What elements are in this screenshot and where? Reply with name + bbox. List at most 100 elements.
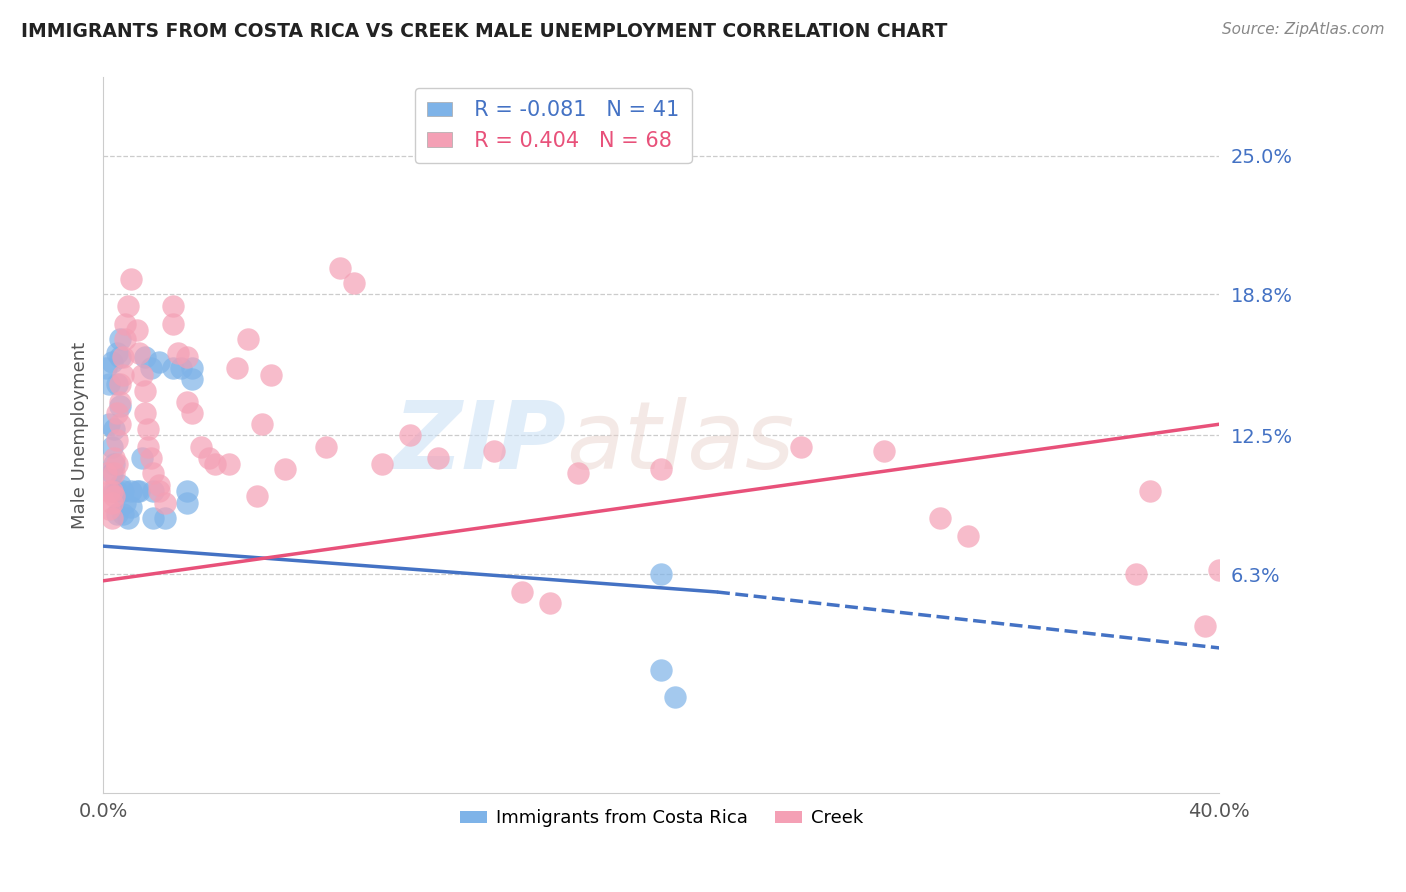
Point — [120, 500, 142, 514]
Point — [105, 458, 128, 472]
Point — [246, 489, 269, 503]
Point — [162, 317, 184, 331]
Point — [134, 350, 156, 364]
Point — [170, 361, 193, 376]
Point — [259, 368, 281, 382]
Point — [97, 502, 120, 516]
Point — [134, 384, 156, 398]
Point — [139, 450, 162, 465]
Point — [100, 484, 122, 499]
Point — [226, 361, 249, 376]
Point — [167, 345, 190, 359]
Point — [131, 450, 153, 465]
Point — [250, 417, 273, 432]
Point — [105, 507, 128, 521]
Legend: Immigrants from Costa Rica, Creek: Immigrants from Costa Rica, Creek — [453, 802, 870, 834]
Text: Source: ZipAtlas.com: Source: ZipAtlas.com — [1222, 22, 1385, 37]
Point — [218, 458, 240, 472]
Point — [139, 361, 162, 376]
Point — [100, 495, 122, 509]
Point — [94, 467, 117, 481]
Point — [190, 440, 212, 454]
Point — [108, 394, 131, 409]
Point — [650, 567, 672, 582]
Point — [790, 440, 813, 454]
Point — [873, 444, 896, 458]
Point — [105, 376, 128, 391]
Point — [329, 260, 352, 275]
Point — [103, 467, 125, 481]
Point — [142, 511, 165, 525]
Point — [108, 400, 131, 414]
Point — [176, 484, 198, 499]
Point — [111, 484, 134, 499]
Point — [181, 361, 204, 376]
Point — [103, 450, 125, 465]
Text: IMMIGRANTS FROM COSTA RICA VS CREEK MALE UNEMPLOYMENT CORRELATION CHART: IMMIGRANTS FROM COSTA RICA VS CREEK MALE… — [21, 22, 948, 41]
Point — [153, 495, 176, 509]
Point — [108, 376, 131, 391]
Point — [103, 489, 125, 503]
Point — [176, 394, 198, 409]
Point — [929, 511, 952, 525]
Point — [1194, 618, 1216, 632]
Point — [142, 467, 165, 481]
Point — [105, 406, 128, 420]
Point — [1208, 563, 1230, 577]
Point — [105, 345, 128, 359]
Point — [125, 323, 148, 337]
Point — [97, 376, 120, 391]
Point — [198, 450, 221, 465]
Point — [650, 663, 672, 677]
Point — [97, 484, 120, 499]
Point — [108, 332, 131, 346]
Point — [148, 354, 170, 368]
Point — [273, 462, 295, 476]
Point — [176, 495, 198, 509]
Point — [664, 690, 686, 705]
Point — [238, 332, 260, 346]
Point — [128, 484, 150, 499]
Point — [111, 507, 134, 521]
Point — [100, 467, 122, 481]
Point — [136, 422, 159, 436]
Point — [538, 596, 561, 610]
Point — [100, 354, 122, 368]
Point — [114, 332, 136, 346]
Point — [162, 361, 184, 376]
Point — [1125, 567, 1147, 582]
Point — [343, 277, 366, 291]
Point — [142, 484, 165, 499]
Point — [114, 495, 136, 509]
Point — [148, 484, 170, 499]
Point — [125, 484, 148, 499]
Point — [181, 406, 204, 420]
Text: atlas: atlas — [567, 397, 794, 488]
Point — [162, 299, 184, 313]
Point — [128, 345, 150, 359]
Point — [114, 317, 136, 331]
Point — [181, 372, 204, 386]
Point — [97, 417, 120, 432]
Point — [100, 511, 122, 525]
Point — [108, 477, 131, 491]
Point — [371, 458, 394, 472]
Point — [108, 417, 131, 432]
Point — [111, 350, 134, 364]
Point — [100, 440, 122, 454]
Point — [120, 272, 142, 286]
Point — [399, 428, 422, 442]
Point — [427, 450, 450, 465]
Point — [153, 511, 176, 525]
Point — [117, 299, 139, 313]
Point — [510, 585, 533, 599]
Point — [204, 458, 226, 472]
Point — [315, 440, 337, 454]
Point — [120, 484, 142, 499]
Point — [131, 368, 153, 382]
Text: ZIP: ZIP — [394, 397, 567, 489]
Point — [111, 368, 134, 382]
Point — [108, 350, 131, 364]
Point — [1139, 484, 1161, 499]
Point — [957, 529, 980, 543]
